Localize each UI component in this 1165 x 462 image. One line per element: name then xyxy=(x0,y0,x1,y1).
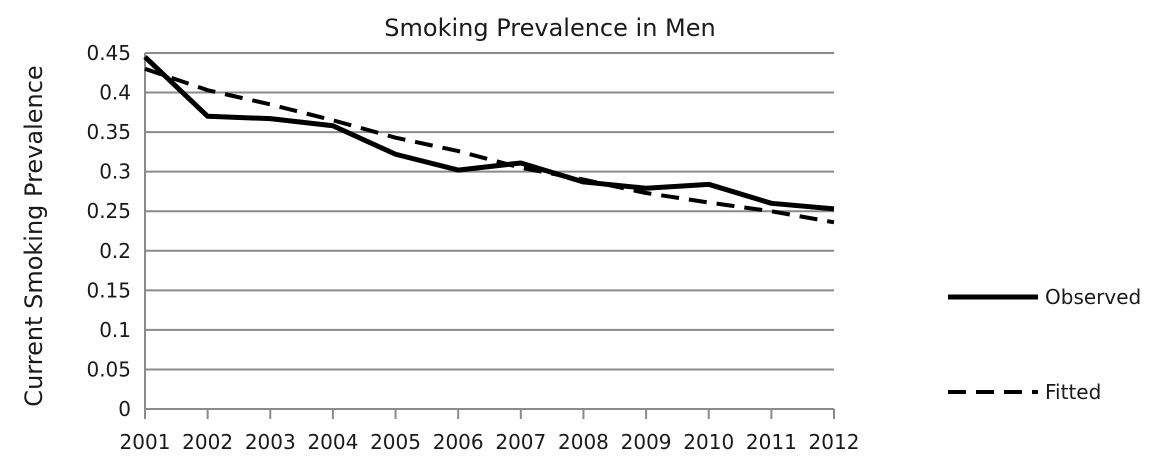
axes xyxy=(144,53,835,419)
tick-labels: 0 0.05 0.1 0.15 0.2 0.25 0.3 0.35 0.4 0.45 2001 200… xyxy=(86,41,859,454)
series-observed xyxy=(143,55,835,212)
x-tick-label: 2008 xyxy=(558,430,609,454)
x-tick-label: 2010 xyxy=(683,430,734,454)
x-tick-label: 2002 xyxy=(182,430,233,454)
y-tick-label: 0.25 xyxy=(86,199,131,223)
x-tick-label: 2009 xyxy=(621,430,672,454)
data-series xyxy=(143,55,835,225)
x-tick-label: 2003 xyxy=(245,430,296,454)
fitted-line xyxy=(144,66,835,225)
legend: Observed Fitted xyxy=(948,285,1141,404)
x-tick-label: 2005 xyxy=(370,430,421,454)
y-axis-title: Current Smoking Prevalence xyxy=(20,65,48,406)
y-tick-label: 0.3 xyxy=(99,160,131,184)
y-tick-label: 0.4 xyxy=(99,81,131,105)
x-tick-label: 2007 xyxy=(495,430,546,454)
y-tick-label: 0.2 xyxy=(99,239,131,263)
y-tick-label: 0.1 xyxy=(99,318,131,342)
y-tick-label: 0 xyxy=(118,397,131,421)
y-tick-label: 0.15 xyxy=(86,278,131,302)
gridlines xyxy=(145,52,834,371)
y-tick-label: 0.05 xyxy=(86,357,131,381)
legend-observed-label: Observed xyxy=(1045,285,1141,309)
x-tick-label: 2011 xyxy=(746,430,797,454)
x-tick-label: 2001 xyxy=(120,430,171,454)
y-tick-label: 0.35 xyxy=(86,120,131,144)
chart-title: Smoking Prevalence in Men xyxy=(384,14,715,42)
x-tick-label: 2006 xyxy=(433,430,484,454)
series-fitted xyxy=(144,66,835,225)
x-tick-label: 2012 xyxy=(809,430,860,454)
x-tick-label: 2004 xyxy=(307,430,358,454)
y-tick-label: 0.45 xyxy=(86,41,131,65)
legend-fitted-label: Fitted xyxy=(1045,380,1101,404)
observed-line xyxy=(143,55,835,212)
